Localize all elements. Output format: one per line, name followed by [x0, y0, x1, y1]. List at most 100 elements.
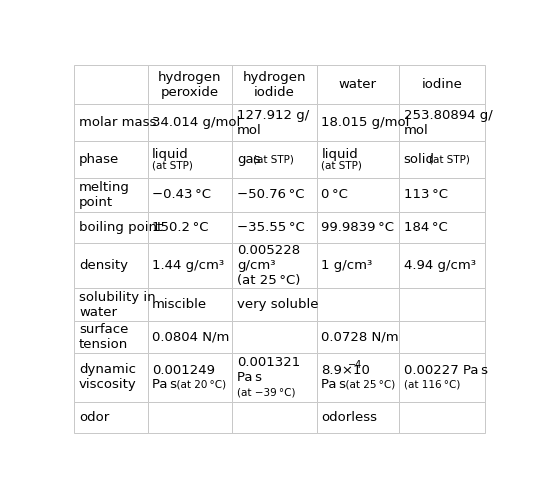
Bar	[399, 288, 485, 322]
Bar	[74, 141, 147, 177]
Bar	[399, 353, 485, 402]
Bar	[317, 288, 399, 322]
Text: (at STP): (at STP)	[322, 161, 363, 170]
Bar	[317, 212, 399, 243]
Bar	[317, 65, 399, 104]
Text: (at 20 °C): (at 20 °C)	[170, 380, 226, 390]
Text: 8.9×10: 8.9×10	[322, 364, 370, 376]
Text: 253.80894 g/
mol: 253.80894 g/ mol	[403, 109, 492, 137]
Text: −50.76 °C: −50.76 °C	[237, 188, 304, 201]
Text: (at −39 °C): (at −39 °C)	[237, 387, 295, 397]
Text: 18.015 g/mol: 18.015 g/mol	[322, 117, 410, 129]
Text: Pa s: Pa s	[237, 371, 262, 384]
Bar	[317, 141, 399, 177]
Bar	[317, 243, 399, 288]
Bar	[232, 177, 317, 212]
Text: molar mass: molar mass	[79, 117, 157, 129]
Bar	[317, 353, 399, 402]
Text: hydrogen
peroxide: hydrogen peroxide	[158, 71, 222, 99]
Bar	[232, 322, 317, 353]
Bar	[147, 402, 232, 434]
Text: 0.00227 Pa s: 0.00227 Pa s	[403, 364, 488, 376]
Bar	[74, 177, 147, 212]
Bar	[147, 353, 232, 402]
Text: 150.2 °C: 150.2 °C	[152, 221, 209, 234]
Text: miscible: miscible	[152, 298, 207, 311]
Text: 1.44 g/cm³: 1.44 g/cm³	[152, 259, 224, 272]
Text: liquid: liquid	[152, 148, 189, 161]
Bar	[399, 177, 485, 212]
Bar	[399, 141, 485, 177]
Text: (at STP): (at STP)	[152, 161, 193, 170]
Bar	[399, 212, 485, 243]
Text: odor: odor	[79, 411, 109, 424]
Text: Pa s: Pa s	[322, 378, 347, 391]
Text: 0.001321: 0.001321	[237, 356, 300, 370]
Text: phase: phase	[79, 153, 120, 166]
Text: boiling point: boiling point	[79, 221, 162, 234]
Bar	[147, 212, 232, 243]
Bar	[232, 212, 317, 243]
Text: very soluble: very soluble	[237, 298, 318, 311]
Bar	[232, 353, 317, 402]
Bar	[232, 65, 317, 104]
Text: 0.005228
g/cm³
(at 25 °C): 0.005228 g/cm³ (at 25 °C)	[237, 244, 300, 287]
Bar	[232, 243, 317, 288]
Bar	[74, 322, 147, 353]
Text: surface
tension: surface tension	[79, 323, 128, 351]
Bar	[317, 402, 399, 434]
Bar	[399, 322, 485, 353]
Text: 184 °C: 184 °C	[403, 221, 447, 234]
Bar	[399, 65, 485, 104]
Bar	[399, 402, 485, 434]
Bar	[147, 141, 232, 177]
Bar	[232, 141, 317, 177]
Bar	[147, 288, 232, 322]
Text: −35.55 °C: −35.55 °C	[237, 221, 305, 234]
Text: density: density	[79, 259, 128, 272]
Bar	[74, 212, 147, 243]
Bar	[74, 65, 147, 104]
Text: 0.0804 N/m: 0.0804 N/m	[152, 330, 229, 344]
Text: 0 °C: 0 °C	[322, 188, 348, 201]
Bar	[232, 104, 317, 141]
Text: 127.912 g/
mol: 127.912 g/ mol	[237, 109, 309, 137]
Text: 99.9839 °C: 99.9839 °C	[322, 221, 394, 234]
Text: 0.001249: 0.001249	[152, 364, 215, 376]
Bar	[74, 288, 147, 322]
Bar	[399, 104, 485, 141]
Bar	[147, 177, 232, 212]
Text: (at 116 °C): (at 116 °C)	[403, 380, 460, 390]
Text: solubility in
water: solubility in water	[79, 290, 156, 319]
Text: melting
point: melting point	[79, 181, 130, 209]
Bar	[147, 65, 232, 104]
Bar	[232, 402, 317, 434]
Text: −0.43 °C: −0.43 °C	[152, 188, 211, 201]
Text: (at STP): (at STP)	[429, 155, 470, 165]
Text: 113 °C: 113 °C	[403, 188, 448, 201]
Bar	[317, 322, 399, 353]
Bar	[232, 288, 317, 322]
Text: liquid: liquid	[322, 148, 358, 161]
Bar	[74, 402, 147, 434]
Text: hydrogen
iodide: hydrogen iodide	[243, 71, 306, 99]
Text: (at STP): (at STP)	[253, 155, 294, 165]
Text: gas: gas	[237, 153, 260, 166]
Bar	[399, 243, 485, 288]
Text: 0.0728 N/m: 0.0728 N/m	[322, 330, 399, 344]
Text: odorless: odorless	[322, 411, 377, 424]
Text: 4.94 g/cm³: 4.94 g/cm³	[403, 259, 476, 272]
Text: −4: −4	[348, 360, 362, 370]
Text: dynamic
viscosity: dynamic viscosity	[79, 364, 137, 391]
Text: 34.014 g/mol: 34.014 g/mol	[152, 117, 240, 129]
Text: solid: solid	[403, 153, 435, 166]
Bar	[74, 243, 147, 288]
Bar	[147, 322, 232, 353]
Text: 1 g/cm³: 1 g/cm³	[322, 259, 373, 272]
Bar	[147, 104, 232, 141]
Text: Pa s: Pa s	[152, 378, 177, 391]
Text: iodine: iodine	[422, 79, 462, 91]
Bar	[74, 104, 147, 141]
Bar	[317, 104, 399, 141]
Bar	[74, 353, 147, 402]
